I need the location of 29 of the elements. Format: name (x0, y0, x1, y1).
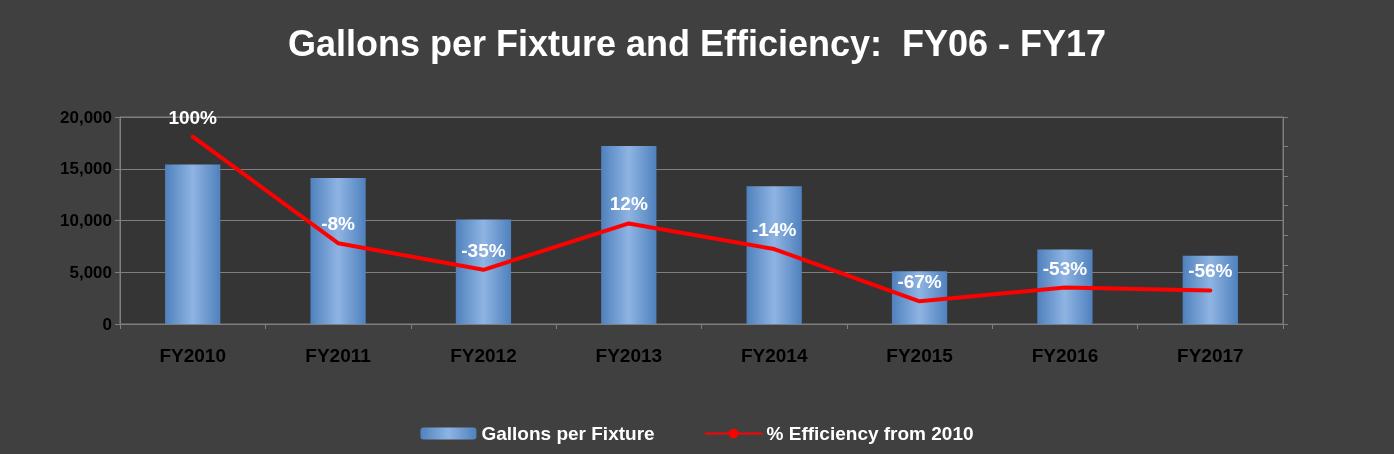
legend-label: % Efficiency from 2010 (766, 423, 974, 444)
y-tick-label: 5,000 (69, 262, 112, 282)
data-label: -8% (321, 213, 356, 235)
bar (165, 164, 221, 324)
x-tick-label: FY2014 (740, 345, 808, 366)
y-tick-label: 20,000 (60, 107, 112, 127)
chart-title: Gallons per Fixture and Efficiency: FY06 - FY17 (287, 22, 1107, 64)
x-tick-label: FY2012 (450, 345, 517, 366)
data-label: -53% (1042, 257, 1088, 279)
data-label: -14% (752, 219, 797, 241)
data-label: -35% (461, 239, 506, 261)
x-tick-label: FY2011 (305, 345, 372, 366)
x-tick-label: FY2015 (886, 345, 954, 366)
bar (455, 219, 512, 324)
x-tick-label: FY2013 (595, 345, 663, 366)
y-tick-label: 0 (102, 314, 112, 334)
x-tick-label: FY2017 (1177, 345, 1244, 366)
legend-label: Gallons per Fixture (481, 423, 655, 444)
data-label: 12% (609, 193, 648, 215)
data-label: -67% (897, 271, 942, 293)
x-tick-label: FY2010 (159, 345, 226, 366)
y-tick-label: 15,000 (60, 159, 112, 179)
y-tick-label: 10,000 (60, 211, 112, 230)
x-tick-label: FY2016 (1031, 345, 1099, 366)
data-label: -56% (1188, 260, 1233, 282)
bar (310, 178, 366, 324)
bar (601, 145, 657, 324)
bar (746, 186, 802, 324)
data-label: 100% (168, 106, 218, 128)
